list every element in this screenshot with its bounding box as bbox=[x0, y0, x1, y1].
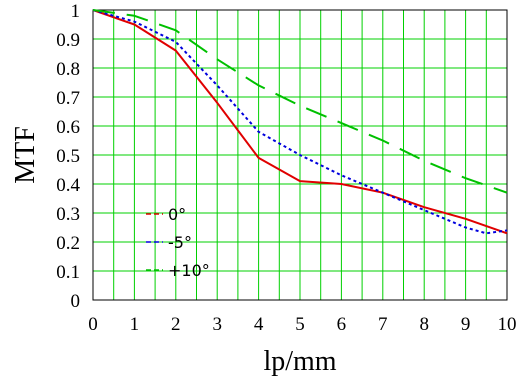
y-tick-label: 0.8 bbox=[56, 59, 80, 80]
y-tick-label: 0 bbox=[71, 291, 81, 312]
legend-label: 0° bbox=[168, 205, 186, 224]
x-tick-label: 1 bbox=[130, 314, 140, 335]
y-tick-label: 0.6 bbox=[56, 117, 80, 138]
x-tick-label: 3 bbox=[212, 314, 222, 335]
y-tick-label: 0.9 bbox=[56, 30, 80, 51]
grid bbox=[92, 9, 508, 301]
legend: 0° -5° +10° bbox=[146, 205, 210, 280]
y-tick-label: 0.3 bbox=[56, 204, 80, 225]
series-line-0 bbox=[92, 9, 508, 235]
x-tick-label: 8 bbox=[419, 314, 429, 335]
y-tick-label: 1 bbox=[71, 1, 81, 22]
legend-label: -5° bbox=[168, 233, 192, 252]
y-tick-labels: 0 0.1 0.2 0.3 0.4 0.5 0.6 0.7 0.8 0.9 1 bbox=[56, 1, 80, 312]
x-tick-label: 7 bbox=[378, 314, 388, 335]
x-tick-label: 10 bbox=[498, 314, 517, 335]
y-tick-label: 0.5 bbox=[56, 146, 80, 167]
y-axis-label: MTF bbox=[10, 126, 41, 184]
y-tick-label: 0.1 bbox=[56, 262, 80, 283]
x-tick-label: 5 bbox=[295, 314, 305, 335]
plot-frame bbox=[92, 9, 508, 301]
x-tick-labels: 0 1 2 3 4 5 6 7 8 9 10 bbox=[88, 314, 516, 335]
y-tick-label: 0.7 bbox=[56, 88, 80, 109]
x-tick-label: 9 bbox=[461, 314, 471, 335]
y-tick-label: 0.4 bbox=[56, 175, 80, 196]
y-tick-label: 0.2 bbox=[56, 233, 80, 254]
series-line-2 bbox=[92, 9, 508, 194]
x-tick-label: 6 bbox=[337, 314, 347, 335]
x-tick-label: 2 bbox=[171, 314, 181, 335]
x-tick-label: 4 bbox=[254, 314, 264, 335]
x-tick-label: 0 bbox=[88, 314, 98, 335]
series-layer bbox=[92, 9, 508, 235]
x-axis-label: lp/mm bbox=[263, 346, 336, 377]
legend-label: +10° bbox=[168, 261, 210, 280]
